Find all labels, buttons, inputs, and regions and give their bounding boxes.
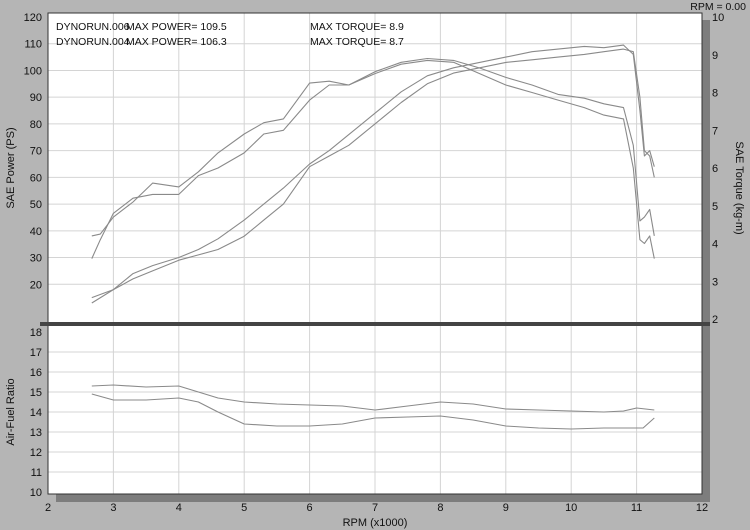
x-tick-label: 10 bbox=[565, 502, 577, 514]
afr-tick-label: 15 bbox=[30, 387, 42, 399]
power-tick-label: 70 bbox=[30, 146, 42, 158]
power-tick-label: 40 bbox=[30, 226, 42, 238]
legend-run-1: DYNORUN.006 bbox=[56, 21, 130, 33]
torque-tick-label: 4 bbox=[712, 239, 718, 251]
afr-tick-label: 16 bbox=[30, 367, 42, 379]
legend-torque-2: MAX TORQUE= 8.7 bbox=[310, 36, 404, 48]
torque-curve-2 bbox=[91, 57, 655, 237]
afr-tick-label: 13 bbox=[30, 427, 42, 439]
x-tick-label: 3 bbox=[110, 502, 116, 514]
torque-tick-label: 6 bbox=[712, 163, 718, 175]
torque-tick-label: 9 bbox=[712, 50, 718, 62]
power-tick-label: 30 bbox=[30, 253, 42, 265]
power-tick-label: 120 bbox=[24, 12, 42, 24]
curves bbox=[91, 44, 655, 430]
power-tick-label: 50 bbox=[30, 199, 42, 211]
legend-run-2: DYNORUN.004 bbox=[56, 36, 130, 48]
rpm-readout: RPM = 0.00 bbox=[690, 1, 746, 13]
power-tick-label: 80 bbox=[30, 119, 42, 131]
air-fuel-axis-label: Air-Fuel Ratio bbox=[5, 378, 17, 445]
legend-torque-1: MAX TORQUE= 8.9 bbox=[310, 21, 404, 33]
torque-tick-label: 10 bbox=[712, 12, 724, 24]
afr-tick-label: 18 bbox=[30, 327, 42, 339]
power-tick-label: 100 bbox=[24, 65, 42, 77]
afr-tick-label: 14 bbox=[30, 407, 42, 419]
power-curve-1 bbox=[91, 48, 655, 299]
torque-tick-label: 7 bbox=[712, 125, 718, 137]
torque-tick-label: 2 bbox=[712, 314, 718, 326]
x-tick-label: 2 bbox=[45, 502, 51, 514]
air-fuel-curve-1 bbox=[91, 384, 655, 413]
afr-tick-label: 17 bbox=[30, 347, 42, 359]
power-curve-2 bbox=[91, 44, 655, 304]
power-axis-label: SAE Power (PS) bbox=[5, 127, 17, 208]
x-tick-label: 7 bbox=[372, 502, 378, 514]
torque-axis-label: SAE Torque (kg-m) bbox=[733, 141, 745, 234]
afr-tick-label: 11 bbox=[31, 467, 42, 479]
power-tick-label: 110 bbox=[24, 39, 42, 51]
power-tick-label: 20 bbox=[30, 279, 42, 291]
x-tick-label: 5 bbox=[241, 502, 247, 514]
legend-power-1: MAX POWER= 109.5 bbox=[126, 21, 227, 33]
x-tick-label: 8 bbox=[437, 502, 443, 514]
afr-tick-label: 12 bbox=[30, 447, 42, 459]
legend-power-2: MAX POWER= 106.3 bbox=[126, 36, 227, 48]
torque-curve-1 bbox=[91, 59, 655, 259]
x-tick-label: 11 bbox=[631, 502, 642, 514]
power-tick-label: 90 bbox=[30, 92, 42, 104]
afr-tick-label: 10 bbox=[30, 487, 42, 499]
power-tick-label: 60 bbox=[30, 172, 42, 184]
x-tick-label: 6 bbox=[307, 502, 313, 514]
plot-border bbox=[47, 12, 703, 495]
torque-tick-label: 8 bbox=[712, 88, 718, 100]
x-tick-label: 4 bbox=[176, 502, 182, 514]
x-tick-label: 9 bbox=[503, 502, 509, 514]
torque-tick-label: 3 bbox=[712, 276, 718, 288]
tick-labels: 2 3 4 5 6 7 8 9 10 11 12 20 30 40 50 60 70 80 90 100 110 120 2… bbox=[24, 12, 725, 514]
x-axis-label: RPM (x1000) bbox=[343, 517, 408, 529]
air-fuel-curve-2 bbox=[91, 393, 655, 430]
torque-tick-label: 5 bbox=[712, 201, 718, 213]
x-tick-label: 12 bbox=[696, 502, 708, 514]
